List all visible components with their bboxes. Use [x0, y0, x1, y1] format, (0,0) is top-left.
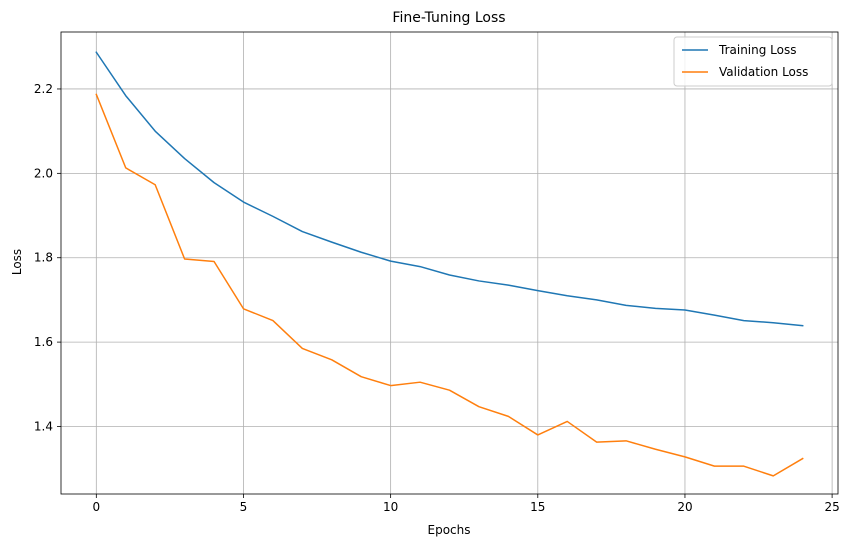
- x-tick-label: 0: [92, 500, 100, 514]
- validation-loss-line: [95, 93, 804, 477]
- y-tick-label: 1.6: [34, 335, 53, 349]
- y-tick-label: 2.2: [34, 82, 53, 96]
- y-axis: 1.4 1.6 1.8 2.0 2.2: [34, 82, 61, 433]
- legend: Training Loss Validation Loss: [673, 36, 833, 87]
- x-tick-label: 5: [240, 500, 248, 514]
- x-axis-label: Epochs: [428, 523, 471, 537]
- chart-title: Fine-Tuning Loss: [392, 10, 505, 26]
- legend-box: [673, 36, 833, 87]
- y-axis-label: Loss: [10, 249, 24, 275]
- x-tick-label: 15: [530, 500, 545, 514]
- grid: [61, 32, 838, 494]
- x-tick-label: 25: [824, 500, 839, 514]
- y-tick-label: 1.8: [34, 251, 53, 265]
- legend-entry-validation: Validation Loss: [719, 65, 808, 79]
- x-tick-label: 20: [677, 500, 692, 514]
- y-tick-label: 1.4: [34, 419, 53, 433]
- series-group: [95, 51, 804, 477]
- plot-frame: [60, 31, 839, 495]
- legend-entry-training: Training Loss: [718, 43, 796, 57]
- y-tick-label: 2.0: [34, 166, 53, 180]
- x-tick-label: 10: [383, 500, 398, 514]
- x-axis: 0 5 10 15 20 25: [92, 494, 840, 514]
- training-loss-line: [95, 51, 804, 327]
